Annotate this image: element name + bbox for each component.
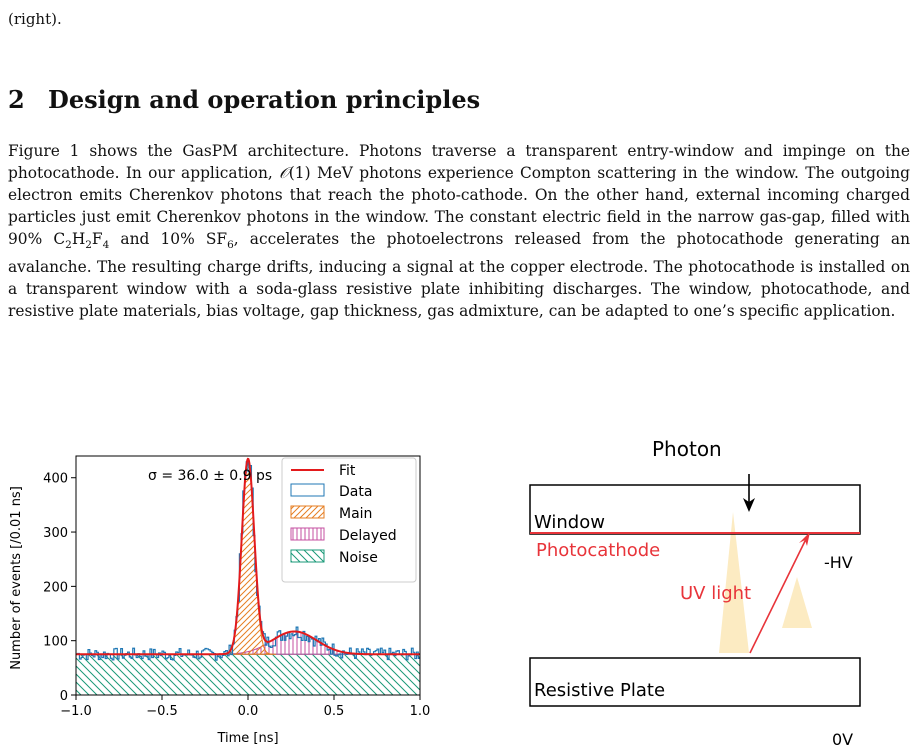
gaspm-schematic: Photon Window Photocathode -HV UV light … xyxy=(529,437,861,749)
legend-delayed-swatch xyxy=(290,527,325,541)
photocathode-label: Photocathode xyxy=(536,540,660,561)
legend-data-swatch xyxy=(290,483,325,497)
x-tick-label: −0.5 xyxy=(146,704,178,719)
y-tick-label: 300 xyxy=(43,526,68,541)
x-tick-label: 0.5 xyxy=(324,704,345,719)
paragraph-text: , accelerates the photoelectrons release… xyxy=(8,230,910,321)
x-tick-label: 1.0 xyxy=(410,704,431,719)
y-tick-label: 0 xyxy=(60,689,68,704)
zero-volt-label: 0V xyxy=(832,730,853,749)
legend-main-swatch xyxy=(290,505,325,519)
sigma-annotation: σ = 36.0 ± 0.9 ps xyxy=(148,468,272,484)
photon-arrowhead xyxy=(743,498,755,512)
section-heading: 2 Design and operation principles xyxy=(8,85,480,114)
x-axis-label: Time [ns] xyxy=(216,731,278,746)
paragraph-fragment: (right). xyxy=(8,10,62,28)
subscript: 6 xyxy=(227,239,234,252)
formula-part: H xyxy=(71,230,86,248)
window-label: Window xyxy=(534,512,605,533)
x-tick-label: −1.0 xyxy=(60,704,92,719)
uv-light-cone-left xyxy=(719,512,749,653)
fit-curve xyxy=(76,457,420,656)
legend-fit-label: Fit xyxy=(339,463,356,479)
legend-data-label: Data xyxy=(339,484,372,500)
y-tick-label: 200 xyxy=(43,580,68,595)
main-component-area xyxy=(219,460,277,655)
noise-component-area xyxy=(76,653,420,695)
photon-label: Photon xyxy=(652,437,722,461)
y-tick-label: 100 xyxy=(43,635,68,650)
y-axis-label: Number of events [/0.01 ns] xyxy=(9,486,24,670)
timing-histogram-chart: −1.0 −0.5 0.0 0.5 1.0 0 100 200 300 400 σ = 36.0 … xyxy=(9,455,431,746)
legend-delayed-label: Delayed xyxy=(339,528,397,544)
subscript: 2 xyxy=(65,239,72,252)
resistive-plate-box xyxy=(529,657,861,707)
legend: Fit Data Main Delayed Noise xyxy=(281,457,417,583)
body-paragraph: Figure 1 shows the GasPM architecture. P… xyxy=(8,140,910,322)
formula-part: F xyxy=(91,230,103,248)
resistive-plate-label: Resistive Plate xyxy=(534,680,665,701)
uv-light-arrow xyxy=(749,536,808,654)
subscript: 2 xyxy=(85,239,92,252)
x-tick-label: 0.0 xyxy=(238,704,259,719)
legend-noise-swatch xyxy=(290,549,325,563)
high-voltage-label: -HV xyxy=(824,553,853,572)
uv-light-label: UV light xyxy=(680,583,751,604)
paragraph-text: (1) MeV photons experience Compton scatt… xyxy=(8,164,910,248)
uv-light-arrowhead xyxy=(799,532,810,546)
uv-light-cone-right xyxy=(782,577,812,628)
subscript: 4 xyxy=(102,239,110,252)
order-symbol: 𝒪 xyxy=(279,164,289,182)
section-number: 2 xyxy=(8,85,25,114)
paragraph-text: Figure 1 shows the GasPM architecture. P… xyxy=(8,142,910,182)
y-tick-label: 400 xyxy=(43,472,68,487)
legend-noise-label: Noise xyxy=(339,550,378,566)
data-histogram xyxy=(76,461,420,661)
legend-main-label: Main xyxy=(339,506,372,522)
section-title: Design and operation principles xyxy=(48,85,481,114)
paragraph-text: and 10% SF xyxy=(109,230,228,248)
